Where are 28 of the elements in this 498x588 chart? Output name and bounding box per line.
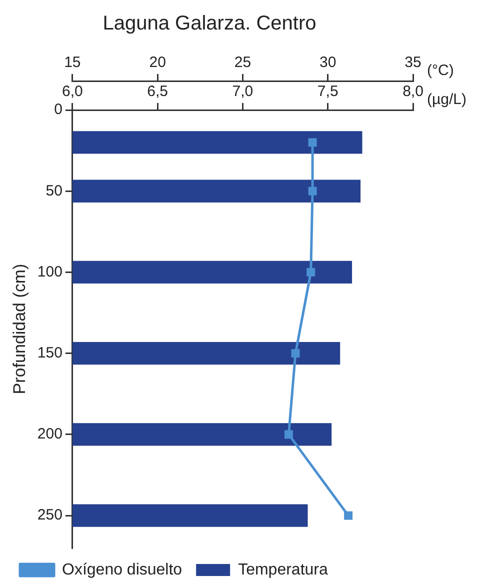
x-tick-label: 15 [64,54,81,72]
x-tick-label: 30 [320,54,336,72]
legend-label: Temperatura [238,561,328,578]
x2-tick-label: 8,0 [402,83,424,100]
point [344,511,353,520]
y-tick-label: 150 [37,344,62,362]
point [291,349,300,358]
x2-tick-label: 6,0 [62,83,83,100]
x-tick-label: 25 [234,54,252,72]
x2-axis-title: (µg/L) [427,91,466,108]
x2-tick-label: 7,5 [317,83,338,100]
y-tick-label: 250 [37,506,62,524]
y-tick-label: 50 [46,182,62,200]
chart-title: Laguna Galarza. Centro [102,12,316,35]
y-tick-label: 200 [37,426,62,443]
y-axis-title: Profundidad (cm) [10,264,29,394]
x2-tick-label: 6,5 [147,83,168,100]
point [306,268,316,276]
x-tick-label: 35 [404,54,422,72]
y-tick-label: 0 [54,101,62,118]
legend-label: Oxígeno disuelto [62,561,182,578]
point [308,138,317,147]
x-tick-label: 20 [149,54,166,72]
x2-tick-label: 7,0 [232,83,254,100]
x-axis-title: (°C) [427,62,454,80]
point [308,186,317,196]
point [284,430,293,439]
y-tick-label: 100 [37,263,62,280]
